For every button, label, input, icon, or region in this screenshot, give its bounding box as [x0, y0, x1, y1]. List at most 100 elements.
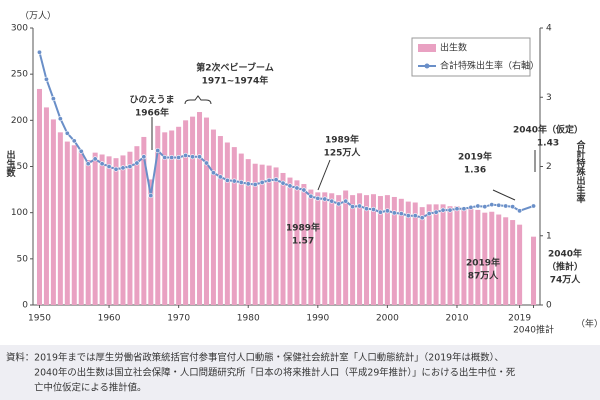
- rate-marker: [183, 152, 189, 158]
- rate-marker: [447, 207, 453, 213]
- source-note: 資料：2019年までは厚生労働省政策統括官付参事官付人口動態・保健社会統計室「人…: [6, 352, 504, 364]
- bar: [85, 160, 91, 305]
- rate-marker: [454, 206, 460, 212]
- bar: [503, 217, 509, 305]
- rate-marker: [301, 187, 307, 193]
- x-tick-label: 2010: [446, 314, 469, 324]
- bar: [489, 211, 495, 305]
- note-background: [0, 345, 600, 400]
- rate-marker: [412, 213, 418, 219]
- rate-marker: [43, 76, 49, 82]
- bar: [419, 207, 425, 305]
- annotation: （推計）: [547, 261, 583, 273]
- rate-marker: [266, 177, 272, 183]
- bar: [141, 136, 147, 305]
- rate-marker: [364, 206, 370, 212]
- bar: [113, 158, 119, 305]
- bar: [127, 151, 133, 305]
- y2-axis-label: 合計特殊出生率: [575, 139, 587, 204]
- rate-marker: [134, 160, 140, 166]
- bar: [176, 126, 182, 306]
- bar: [350, 195, 356, 305]
- annotation: 1.57: [292, 237, 314, 247]
- y-unit: （万人）: [20, 11, 56, 22]
- bar: [405, 201, 411, 305]
- bar: [412, 202, 418, 305]
- y2-tick-label: 3: [546, 93, 552, 103]
- rate-marker: [162, 154, 168, 160]
- legend-swatch: [424, 63, 430, 69]
- rate-marker: [99, 161, 105, 167]
- bar: [99, 154, 105, 305]
- rate-marker: [489, 202, 495, 208]
- bar: [468, 208, 474, 305]
- rate-marker: [224, 177, 230, 183]
- bar: [531, 236, 537, 305]
- bar: [36, 88, 42, 305]
- rate-marker: [190, 154, 196, 160]
- annotation: 74万人: [550, 274, 582, 286]
- bar: [364, 195, 370, 305]
- x-tick-label: 1990: [306, 314, 329, 324]
- bar: [294, 180, 300, 305]
- bar: [447, 206, 453, 305]
- bar: [43, 107, 49, 305]
- rate-marker: [468, 204, 474, 210]
- bar: [266, 165, 272, 305]
- legend-label: 出生数: [440, 42, 467, 54]
- rate-marker: [433, 209, 439, 215]
- bar: [106, 156, 112, 305]
- bar: [259, 164, 265, 305]
- rate-marker: [57, 116, 63, 122]
- rate-marker: [308, 193, 314, 199]
- source-note: 2040年の出生数は国立社会保障・人口問題研究所「日本の将来推計人口（平成29年…: [6, 367, 515, 379]
- bar: [517, 224, 523, 305]
- rate-marker: [71, 138, 77, 144]
- rate-marker: [127, 164, 133, 170]
- bar: [210, 129, 216, 305]
- x-tick-label: 2000: [376, 314, 399, 324]
- bar: [343, 190, 349, 305]
- bar: [370, 194, 376, 305]
- rate-marker: [176, 154, 182, 160]
- rate-marker: [280, 180, 286, 186]
- rate-marker: [440, 207, 446, 213]
- rate-marker: [398, 211, 404, 217]
- rate-marker: [210, 170, 216, 176]
- source-note: 亡中位仮定による推計値。: [6, 382, 146, 394]
- rate-marker: [405, 213, 411, 219]
- bar: [64, 141, 70, 305]
- bar: [454, 206, 460, 305]
- y2-tick-label: 2: [546, 162, 552, 172]
- rate-marker: [510, 204, 516, 210]
- rate-marker: [503, 203, 509, 209]
- annotation: 1966年: [135, 107, 169, 119]
- bar: [475, 209, 481, 305]
- y-tick-label: 150: [11, 162, 28, 172]
- bar: [329, 193, 335, 305]
- rate-marker: [259, 179, 265, 185]
- bar: [57, 132, 63, 305]
- rate-marker: [294, 185, 300, 191]
- bar: [238, 153, 244, 305]
- annotation: 125万人: [324, 147, 362, 159]
- rate-marker: [496, 202, 502, 208]
- rate-marker: [78, 148, 84, 154]
- rate-marker: [106, 164, 112, 170]
- x-tick-label: 2040推計: [513, 324, 554, 336]
- bar: [183, 120, 189, 305]
- bar: [322, 192, 328, 305]
- annotation: 1.43: [537, 139, 559, 149]
- x-tick-label: 1950: [28, 314, 51, 324]
- leader: [317, 159, 331, 191]
- rate-marker: [419, 215, 425, 221]
- bar: [426, 204, 432, 305]
- bar: [398, 198, 404, 305]
- rate-marker: [50, 96, 56, 102]
- bar: [71, 145, 77, 305]
- rate-marker: [531, 203, 537, 209]
- rate-marker: [155, 148, 161, 154]
- rate-marker: [336, 201, 342, 207]
- bar: [496, 214, 502, 305]
